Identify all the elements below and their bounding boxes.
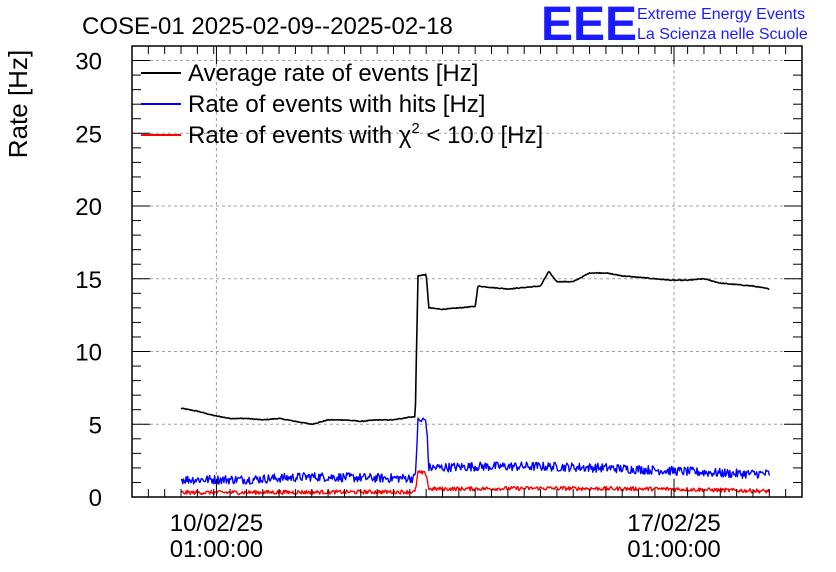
x-tick-label: 01:00:00 [627, 536, 720, 563]
grid-lines [132, 46, 802, 497]
project-name-line1: Extreme Energy Events [637, 6, 805, 23]
series-line [180, 417, 770, 485]
project-name-line2: La Scienza nelle Scuole [637, 26, 808, 43]
legend-label: Rate of events with χ2 < 10.0 [Hz] [188, 120, 543, 149]
legend: Average rate of events [Hz] Rate of event… [141, 60, 543, 149]
y-tick-label: 10 [75, 340, 102, 367]
axes-layer: 05101520253010/02/2501:00:0017/02/2501:0… [75, 45, 803, 563]
y-tick-label: 20 [75, 194, 102, 221]
y-tick-label: 5 [89, 412, 102, 439]
series-line [180, 270, 770, 426]
y-tick-label: 0 [89, 485, 102, 512]
legend-label: Rate of events with hits [Hz] [188, 91, 485, 118]
y-tick-label: 30 [75, 49, 102, 76]
x-tick-label: 10/02/25 [170, 510, 263, 537]
y-tick-label: 15 [75, 267, 102, 294]
legend-label: Average rate of events [Hz] [188, 60, 478, 87]
y-axis-label: Rate [Hz] [3, 50, 33, 158]
eee-logo: EEE [541, 0, 637, 51]
x-tick-label: 17/02/25 [627, 510, 720, 537]
plot-frame [131, 45, 803, 498]
chart-title: COSE-01 2025-02-09--2025-02-18 [82, 13, 453, 40]
y-tick-label: 25 [75, 121, 102, 148]
x-tick-label: 01:00:00 [170, 536, 263, 563]
